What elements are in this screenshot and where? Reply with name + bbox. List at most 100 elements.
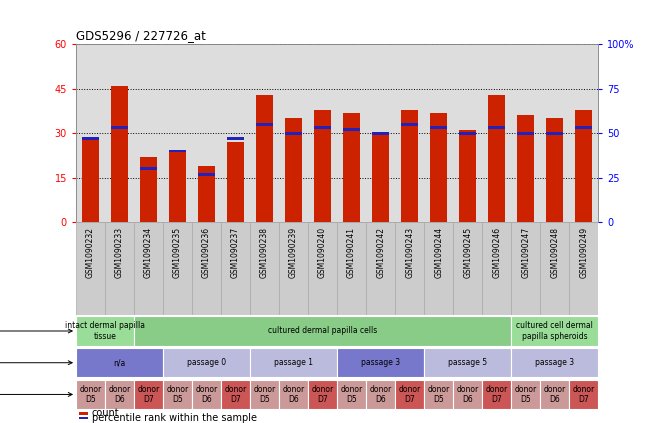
Text: GSM1090238: GSM1090238 xyxy=(260,227,269,278)
Bar xyxy=(343,128,360,131)
Text: donor
D5: donor D5 xyxy=(79,385,102,404)
Bar xyxy=(250,222,279,315)
Bar xyxy=(459,132,477,135)
Bar xyxy=(372,132,389,135)
Bar xyxy=(482,380,511,409)
Text: donor
D6: donor D6 xyxy=(282,385,305,404)
Text: donor
D6: donor D6 xyxy=(196,385,217,404)
Text: donor
D7: donor D7 xyxy=(137,385,160,404)
Bar xyxy=(569,222,598,315)
Text: GSM1090245: GSM1090245 xyxy=(463,227,472,278)
Bar xyxy=(163,222,192,315)
Text: GSM1090248: GSM1090248 xyxy=(550,227,559,278)
Bar xyxy=(395,222,424,315)
Bar xyxy=(308,222,337,315)
Bar xyxy=(424,348,511,377)
Text: GSM1090237: GSM1090237 xyxy=(231,227,240,278)
Bar xyxy=(134,222,163,315)
Text: donor
D7: donor D7 xyxy=(486,385,508,404)
Text: GSM1090243: GSM1090243 xyxy=(405,227,414,278)
Text: donor
D5: donor D5 xyxy=(428,385,449,404)
Bar xyxy=(424,380,453,409)
Text: GSM1090246: GSM1090246 xyxy=(492,227,501,278)
Bar xyxy=(227,142,245,222)
Bar xyxy=(111,126,128,129)
Bar xyxy=(105,380,134,409)
Bar xyxy=(308,380,337,409)
Text: passage 5: passage 5 xyxy=(448,358,487,367)
Text: GSM1090232: GSM1090232 xyxy=(86,227,95,278)
Bar xyxy=(453,222,482,315)
Bar xyxy=(250,348,337,377)
Bar xyxy=(111,86,128,222)
Bar xyxy=(546,118,563,222)
Bar xyxy=(511,316,598,346)
Bar xyxy=(459,130,477,222)
Bar xyxy=(82,137,99,140)
Bar xyxy=(488,126,506,129)
Text: donor
D5: donor D5 xyxy=(167,385,188,404)
Text: percentile rank within the sample: percentile rank within the sample xyxy=(92,413,257,423)
Bar xyxy=(82,139,99,222)
Text: cell type: cell type xyxy=(0,326,72,336)
Bar xyxy=(511,380,540,409)
Bar xyxy=(163,348,250,377)
Bar xyxy=(285,118,302,222)
Bar xyxy=(250,380,279,409)
Bar xyxy=(343,113,360,222)
Text: passage 0: passage 0 xyxy=(187,358,226,367)
Bar xyxy=(337,222,366,315)
Text: donor
D7: donor D7 xyxy=(572,385,595,404)
Bar xyxy=(105,222,134,315)
Text: donor
D5: donor D5 xyxy=(514,385,537,404)
Text: GSM1090241: GSM1090241 xyxy=(347,227,356,278)
Bar xyxy=(279,380,308,409)
Bar xyxy=(192,380,221,409)
Text: GSM1090242: GSM1090242 xyxy=(376,227,385,278)
Bar xyxy=(517,115,534,222)
Text: GSM1090249: GSM1090249 xyxy=(579,227,588,278)
Bar xyxy=(511,222,540,315)
Bar xyxy=(198,173,215,176)
Text: n/a: n/a xyxy=(114,358,126,367)
Bar xyxy=(372,133,389,222)
Bar xyxy=(401,123,418,126)
Bar xyxy=(482,222,511,315)
Bar xyxy=(279,222,308,315)
Bar xyxy=(285,132,302,135)
Text: donor
D7: donor D7 xyxy=(311,385,334,404)
Text: GDS5296 / 227726_at: GDS5296 / 227726_at xyxy=(76,29,206,42)
Text: donor
D5: donor D5 xyxy=(253,385,276,404)
Bar xyxy=(488,95,506,222)
Bar xyxy=(337,348,424,377)
Bar xyxy=(134,380,163,409)
Bar xyxy=(76,348,163,377)
Bar xyxy=(395,380,424,409)
Text: donor
D6: donor D6 xyxy=(543,385,566,404)
Bar xyxy=(221,380,250,409)
Bar xyxy=(540,380,569,409)
Bar xyxy=(140,168,157,170)
Bar xyxy=(569,380,598,409)
Text: intact dermal papilla
tissue: intact dermal papilla tissue xyxy=(65,321,145,341)
Bar xyxy=(163,380,192,409)
Text: GSM1090235: GSM1090235 xyxy=(173,227,182,278)
Bar xyxy=(575,126,592,129)
Text: passage 3: passage 3 xyxy=(535,358,574,367)
Bar xyxy=(401,110,418,222)
Bar xyxy=(169,150,186,153)
Text: GSM1090236: GSM1090236 xyxy=(202,227,211,278)
Text: other: other xyxy=(0,358,72,368)
Text: donor
D6: donor D6 xyxy=(369,385,392,404)
Text: GSM1090240: GSM1090240 xyxy=(318,227,327,278)
Text: donor
D5: donor D5 xyxy=(340,385,363,404)
Bar xyxy=(76,316,134,346)
Text: cultured dermal papilla cells: cultured dermal papilla cells xyxy=(268,327,377,335)
Bar xyxy=(511,348,598,377)
Text: donor
D7: donor D7 xyxy=(225,385,247,404)
Text: GSM1090234: GSM1090234 xyxy=(144,227,153,278)
Bar xyxy=(221,222,250,315)
Text: count: count xyxy=(92,409,120,418)
Bar xyxy=(134,316,511,346)
Bar xyxy=(192,222,221,315)
